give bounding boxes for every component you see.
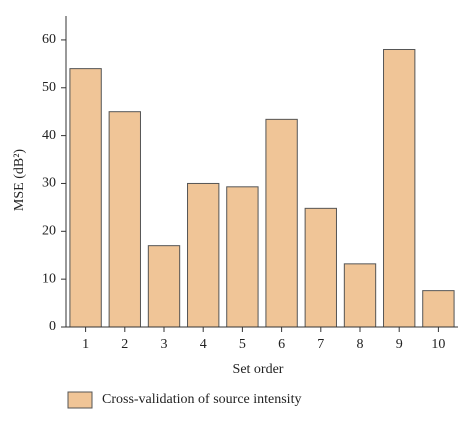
bar (422, 290, 455, 328)
bar (147, 245, 181, 328)
y-tick-label: 10 (42, 271, 56, 286)
bar (108, 111, 141, 328)
y-tick-label: 0 (49, 319, 56, 334)
x-tick-label: 1 (82, 337, 89, 352)
x-tick-label: 10 (431, 337, 445, 352)
x-tick-label: 7 (317, 337, 324, 352)
x-tick-label: 4 (200, 337, 207, 352)
x-tick-label: 5 (239, 337, 246, 352)
legend-label: Cross-validation of source intensity (102, 392, 301, 407)
x-tick-label: 2 (121, 337, 128, 352)
y-tick-label: 50 (42, 80, 56, 95)
bar (265, 118, 298, 328)
x-tick-label: 6 (278, 337, 285, 352)
bar (383, 48, 416, 328)
x-axis-label: Set order (233, 362, 284, 377)
x-tick-label: 3 (161, 337, 168, 352)
y-tick-label: 60 (42, 32, 56, 47)
bar (304, 207, 337, 328)
y-tick-label: 30 (42, 176, 56, 191)
x-tick-label: 9 (396, 337, 403, 352)
legend-swatch (67, 391, 93, 409)
bar (226, 186, 259, 328)
y-tick-label: 20 (42, 224, 56, 239)
bar (69, 68, 102, 328)
y-axis-label: MSE (dB²) (12, 149, 27, 211)
y-tick-label: 40 (42, 128, 56, 143)
bar (187, 182, 220, 328)
x-tick-label: 8 (357, 337, 364, 352)
bar (343, 263, 377, 328)
